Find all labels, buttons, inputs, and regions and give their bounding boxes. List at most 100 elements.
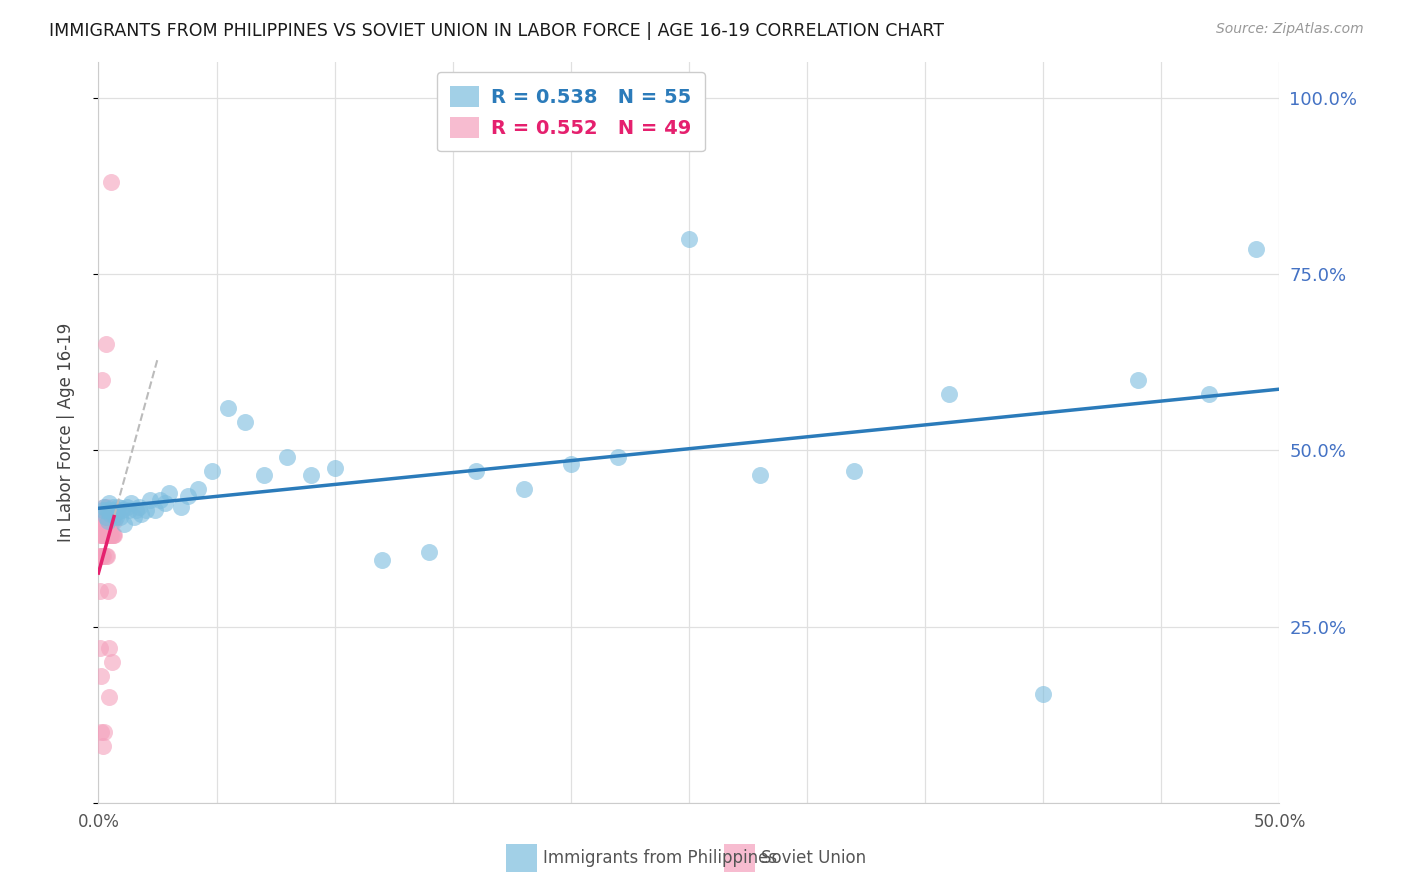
Point — [101, 500, 124, 514]
Point — [96, 549, 118, 563]
Point — [101, 528, 124, 542]
Point — [139, 492, 162, 507]
Point — [94, 514, 117, 528]
Point — [89, 640, 111, 655]
Point — [90, 514, 112, 528]
Point — [129, 507, 152, 521]
Point — [97, 528, 120, 542]
Point — [93, 514, 115, 528]
Point — [96, 514, 118, 528]
Point — [177, 489, 200, 503]
Text: Immigrants from Philippines: Immigrants from Philippines — [543, 849, 778, 867]
Point — [125, 503, 148, 517]
Point — [418, 545, 440, 559]
Point — [98, 507, 121, 521]
Point — [103, 528, 125, 542]
Point — [118, 503, 141, 517]
Point — [111, 503, 134, 517]
Point — [91, 503, 114, 517]
Point — [187, 482, 209, 496]
Point — [253, 467, 276, 482]
Point — [1244, 242, 1267, 256]
Point — [104, 503, 127, 517]
Point — [149, 492, 172, 507]
Point — [217, 401, 239, 415]
Point — [93, 725, 115, 739]
Point — [94, 514, 117, 528]
Point — [465, 464, 488, 478]
Text: Soviet Union: Soviet Union — [761, 849, 866, 867]
Y-axis label: In Labor Force | Age 16-19: In Labor Force | Age 16-19 — [56, 323, 75, 542]
Point — [98, 690, 121, 704]
Point — [93, 500, 115, 514]
Point — [94, 510, 117, 524]
Point — [128, 500, 150, 514]
Point — [98, 528, 121, 542]
Point — [678, 232, 700, 246]
Point — [1198, 387, 1220, 401]
Point — [938, 387, 960, 401]
Point — [101, 528, 124, 542]
Point — [103, 514, 125, 528]
Point — [93, 739, 115, 754]
Point — [90, 528, 112, 542]
Point — [97, 640, 120, 655]
Point — [96, 549, 118, 563]
Point — [201, 464, 224, 478]
Point — [107, 500, 129, 514]
Point — [108, 510, 131, 524]
Point — [170, 500, 193, 514]
Point — [90, 549, 112, 563]
Point — [96, 528, 118, 542]
Point — [94, 528, 117, 542]
Point — [103, 508, 125, 522]
Point — [96, 503, 118, 517]
Point — [91, 528, 114, 542]
Point — [97, 514, 120, 528]
Point — [89, 549, 111, 563]
Point — [135, 503, 157, 517]
Point — [748, 467, 770, 482]
Point — [93, 500, 115, 514]
Point — [122, 510, 145, 524]
Point — [560, 458, 582, 472]
Text: Source: ZipAtlas.com: Source: ZipAtlas.com — [1216, 22, 1364, 37]
Point — [105, 510, 128, 524]
Point — [98, 496, 121, 510]
Point — [94, 514, 117, 528]
Point — [143, 503, 166, 517]
Point — [91, 514, 114, 528]
Point — [512, 482, 534, 496]
Point — [90, 514, 112, 528]
Point — [98, 514, 121, 528]
Point — [100, 175, 122, 189]
Point — [276, 450, 298, 465]
Point — [112, 517, 135, 532]
Point — [1032, 686, 1054, 700]
Point — [233, 415, 256, 429]
Point — [93, 528, 115, 542]
Point — [100, 528, 122, 542]
Point — [91, 528, 114, 542]
Point — [371, 552, 394, 566]
Point — [96, 500, 118, 514]
Point — [100, 514, 122, 528]
Point — [89, 584, 111, 599]
Point — [115, 500, 138, 514]
Point — [323, 461, 346, 475]
Point — [121, 496, 143, 510]
Point — [90, 725, 112, 739]
Point — [91, 549, 114, 563]
Point — [93, 528, 115, 542]
Point — [94, 337, 117, 351]
Point — [153, 496, 176, 510]
Point — [105, 505, 128, 519]
Point — [91, 373, 114, 387]
Point — [90, 669, 112, 683]
Point — [844, 464, 866, 478]
Point — [96, 528, 118, 542]
Legend: R = 0.538   N = 55, R = 0.552   N = 49: R = 0.538 N = 55, R = 0.552 N = 49 — [437, 72, 704, 152]
Point — [97, 514, 120, 528]
Point — [299, 467, 322, 482]
Point — [89, 528, 111, 542]
